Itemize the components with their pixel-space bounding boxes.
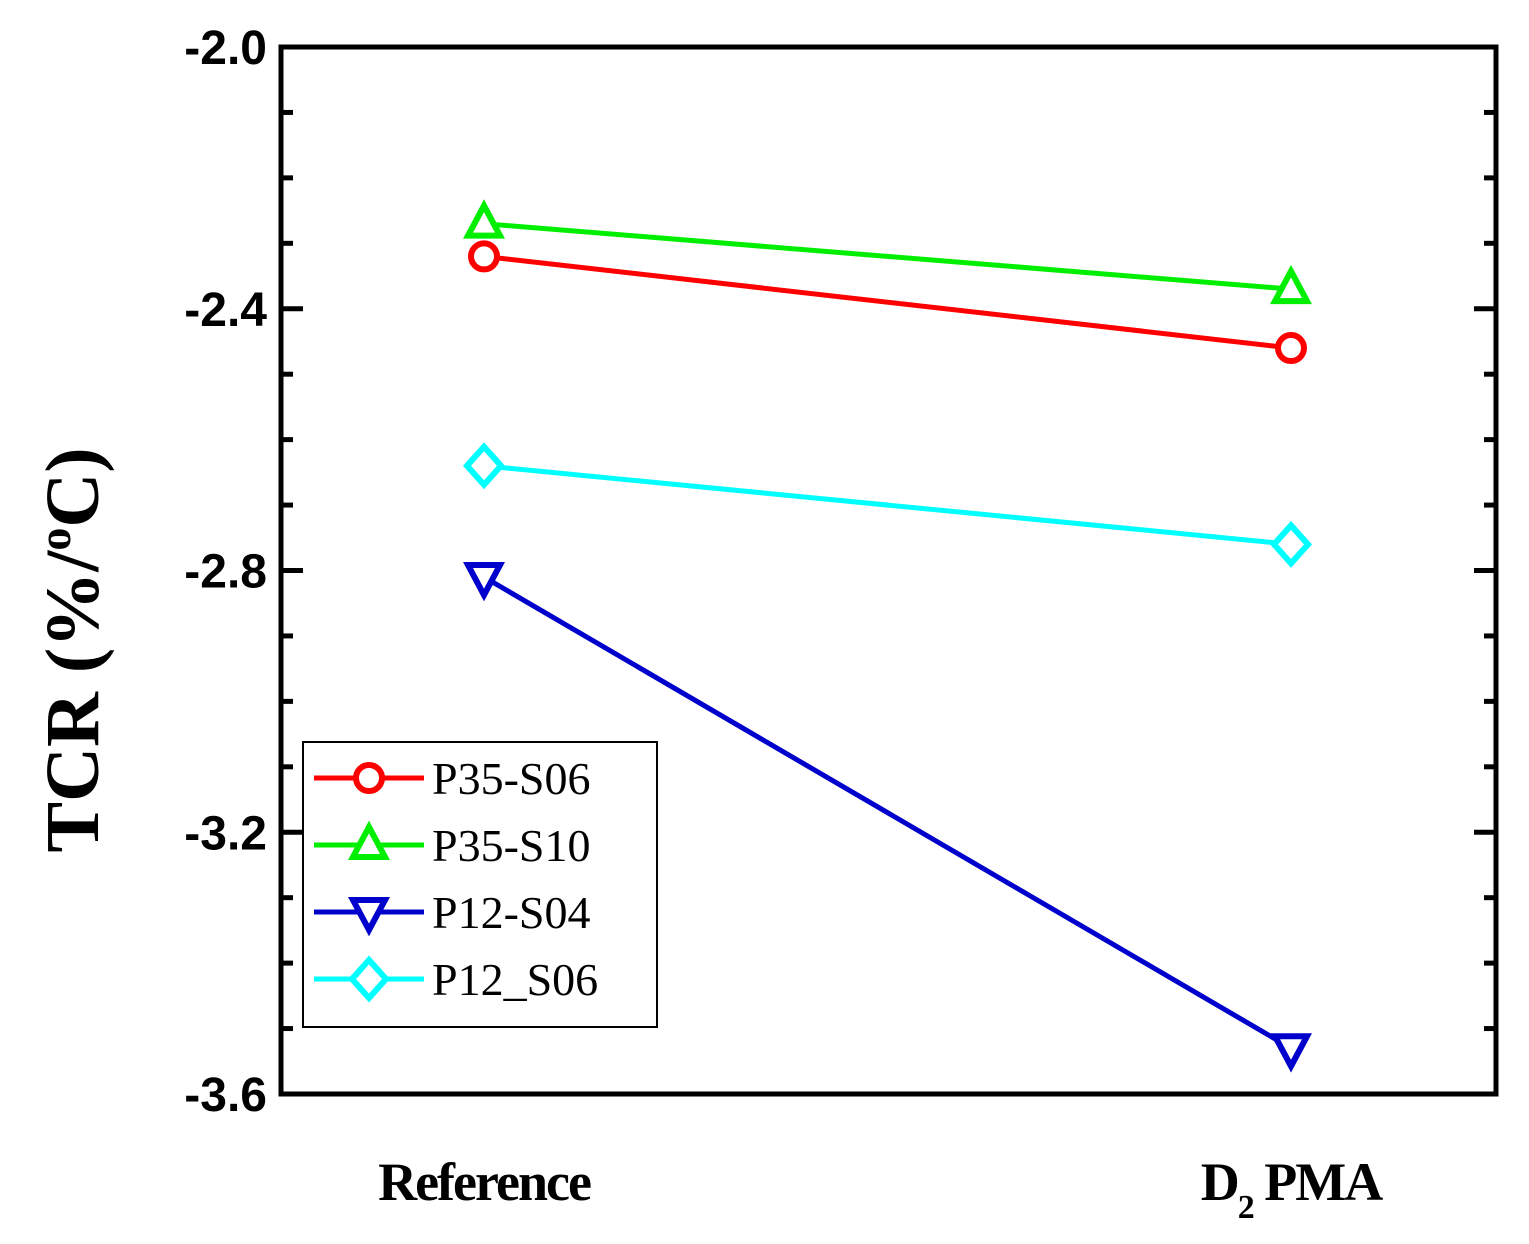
x-category-label-rest: PMA [1253, 1152, 1383, 1212]
y-tick-label: -2.4 [184, 284, 267, 337]
data-point [1270, 264, 1312, 305]
series-line [483, 463, 1292, 547]
legend-marker [347, 955, 391, 1003]
legend-marker [348, 820, 390, 860]
data-point [463, 199, 505, 239]
x-category-label: Reference [378, 1152, 591, 1212]
y-tick-label: -2.0 [184, 22, 267, 75]
data-point [463, 562, 505, 602]
x-category-label-main: D [1201, 1152, 1238, 1212]
category-labels: Reference D2 PMA [378, 1152, 1385, 1226]
y-tick-label: -3.2 [184, 807, 267, 860]
y-axis-title-unit: C) [31, 447, 115, 527]
series-P12-S04 [463, 562, 1312, 1073]
y-axis-title-percent: % [31, 572, 115, 648]
x-category-label-subscript: 2 [1238, 1189, 1254, 1226]
legend-label: P12-S04 [432, 887, 590, 938]
legend: P35-S06 P35-S10 P12-S04 P12_S06 [302, 741, 658, 1028]
series-line [483, 221, 1292, 292]
series-P12_S06 [462, 442, 1313, 568]
legend-marker [353, 762, 385, 794]
legend-label: P35-S10 [432, 820, 590, 871]
plot-frame [278, 44, 1499, 1097]
y-axis-title-degree: o [29, 528, 80, 551]
y-tick-label: -2.8 [184, 546, 267, 599]
y-axis-title-main: TCR ( [31, 648, 115, 853]
x-category-label: D2 PMA [1201, 1152, 1383, 1226]
series-P35-S06 [468, 240, 1307, 365]
legend-label: P35-S06 [432, 753, 590, 804]
y-tick-labels: -2.0 -2.4 -2.8 -3.2 -3.6 [184, 22, 267, 1122]
series-line [483, 253, 1292, 351]
data-point [462, 442, 506, 490]
y-axis-title-slash: / [31, 550, 115, 573]
data-point [1269, 520, 1313, 568]
y-tick-label: -3.6 [184, 1069, 267, 1122]
legend-label: P12_S06 [432, 954, 598, 1005]
data-point [1275, 332, 1307, 365]
x-category-label-main: Reference [378, 1152, 591, 1212]
series-layer [462, 199, 1313, 1073]
legend-marker [348, 897, 390, 937]
series-line [482, 574, 1293, 1051]
data-point [468, 240, 500, 273]
data-point [1270, 1033, 1312, 1073]
series-P35-S10 [463, 199, 1312, 305]
y-axis-title: TCR (%/oC) [29, 447, 115, 852]
